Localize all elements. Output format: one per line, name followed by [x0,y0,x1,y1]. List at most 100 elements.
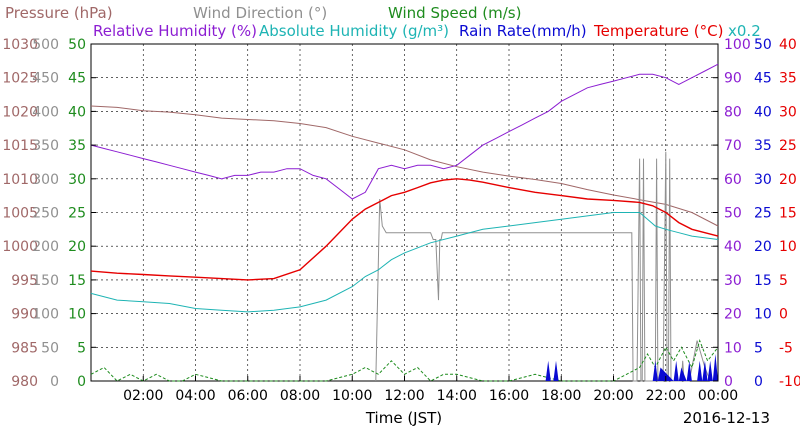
legend-temperature: Temperature (°C) [593,22,723,40]
pressure-axis-tick-label: 985 [11,340,38,356]
wind-speed-axis-tick-label: 25 [68,206,86,222]
temperature-axis-tick-label: -10 [779,374,800,390]
wind-speed-axis-tick-label: 5 [77,340,86,356]
wind-direction-axis-tick-label: 50 [41,340,59,356]
x-tick-label: 04:00 [175,388,215,404]
wind-speed-axis-tick-label: 45 [68,71,86,87]
temperature-axis-tick-label: 30 [779,104,797,120]
rh-axis-tick-label: 20 [724,307,742,323]
rh-axis-tick-label: 90 [724,71,742,87]
wind-direction-axis-tick-label: 250 [32,206,59,222]
rh-axis-tick-label: 30 [724,273,742,289]
wind-direction-axis-tick-label: 400 [32,104,59,120]
x-tick-label: 02:00 [123,388,163,404]
temperature-axis-tick-label: 0 [779,307,788,323]
absolute-humidity-g-m-line [90,212,719,313]
rh-axis-tick-label: 100 [724,37,751,53]
rain-axis-tick-label: 30 [754,172,772,188]
rain-axis-tick-label: 50 [754,37,772,53]
date-label: 2016-12-13 [683,409,770,427]
legend-wind-direction: Wind Direction (°) [193,4,327,22]
rh-axis-tick-label: 50 [724,206,742,222]
temperature-axis-tick-label: 15 [779,206,797,222]
rh-axis-tick-label: 0 [724,374,733,390]
wind-direction-axis-tick-label: 300 [32,172,59,188]
wind-direction-axis-tick-label: 0 [50,374,59,390]
x-tick-label: 20:00 [593,388,633,404]
x-tick-label: 18:00 [541,388,581,404]
wind-direction-axis-tick-label: 450 [32,71,59,87]
x-tick-label: 16:00 [489,388,529,404]
legend-pressure: Pressure (hPa) [5,4,113,22]
wind-speed-axis-tick-label: 30 [68,172,86,188]
x-tick-label: 22:00 [646,388,686,404]
wind-direction-axis-tick-label: 100 [32,307,59,323]
rain-axis-tick-label: 10 [754,307,772,323]
rain-axis-tick-label: 40 [754,104,772,120]
x-tick-label: 06:00 [228,388,268,404]
rh-axis-tick-label: 40 [724,239,742,255]
rh-axis-tick-label: 10 [724,340,742,356]
wind-speed-axis-tick-label: 40 [68,104,86,120]
x-tick-label: 12:00 [384,388,424,404]
pressure-hpa-line [90,105,719,227]
pressure-axis-tick-label: 1005 [2,206,38,222]
wind-speed-axis-tick-label: 50 [68,37,86,53]
temperature-axis-tick-label: 35 [779,71,797,87]
wind-speed-axis-tick-label: 10 [68,307,86,323]
left-axes: 9809859909951000100510101015102010251030… [2,37,96,390]
pressure-axis-tick-label: 1025 [2,71,38,87]
legend-wind-speed: Wind Speed (m/s) [388,4,521,22]
rh-axis-tick-label: 60 [724,172,742,188]
x-tick-label: 14:00 [437,388,477,404]
temperature-axis-tick-label: 5 [779,273,788,289]
rain-axis-tick-label: 20 [754,239,772,255]
rain-axis-tick-label: 0 [754,374,763,390]
x-axis-label: Time (JST) [365,409,442,427]
rh-axis-tick-label: 80 [724,104,742,120]
x-tick-label: 08:00 [280,388,320,404]
pressure-axis-tick-label: 990 [11,307,38,323]
x-tick-label: 10:00 [332,388,372,404]
wind-speed-axis-tick-label: 35 [68,138,86,154]
wind-direction-line [375,151,718,382]
temperature-axis-tick-label: 20 [779,172,797,188]
rh-axis-tick-label: 70 [724,138,742,154]
pressure-axis-tick-label: 1015 [2,138,38,154]
wind-speed-axis-tick-label: 0 [77,374,86,390]
pressure-axis-tick-label: 1000 [2,239,38,255]
rain-rate-mm-h-area [91,354,718,381]
legend: Pressure (hPa) Wind Direction (°) Wind S… [5,4,761,40]
x-tick-label: 00:00 [698,388,738,404]
pressure-axis-tick-label: 1030 [2,37,38,53]
pressure-axis-tick-label: 1010 [2,172,38,188]
legend-ah-scale: x0.2 [728,22,761,40]
rain-axis-tick-label: 5 [754,340,763,356]
legend-absolute-humidity: Absolute Humidity (g/m³) [259,22,449,40]
rain-axis-tick-label: 45 [754,71,772,87]
rain-axis-tick-label: 35 [754,138,772,154]
temperature-axis-tick-label: 25 [779,138,797,154]
legend-relative-humidity: Relative Humidity (%) [93,22,257,40]
pressure-axis-tick-label: 1020 [2,104,38,120]
rain-axis-tick-label: 25 [754,206,772,222]
rain-axis-tick-label: 15 [754,273,772,289]
wind-direction-axis-tick-label: 350 [32,138,59,154]
wind-direction-axis-tick-label: 200 [32,239,59,255]
relative-humidity-line [90,63,719,200]
legend-rain-rate: Rain Rate(mm/h) [459,22,587,40]
wind-direction-axis-tick-label: 500 [32,37,59,53]
series-group [90,63,719,382]
pressure-axis-tick-label: 995 [11,273,38,289]
x-axis: 02:00 04:00 06:00 08:00 10:00 12:00 14:00 16:00… [123,376,738,404]
wind-speed-axis-tick-label: 15 [68,273,86,289]
temperature-c-line [90,178,719,281]
right-axes: 0102030405060708090100051015202530354045… [713,37,800,390]
pressure-axis-tick-label: 980 [11,374,38,390]
wind-speed-axis-tick-label: 20 [68,239,86,255]
wind-direction-axis-tick-label: 150 [32,273,59,289]
temperature-axis-tick-label: 10 [779,239,797,255]
temperature-axis-tick-label: -5 [779,340,793,356]
grid [91,44,718,381]
